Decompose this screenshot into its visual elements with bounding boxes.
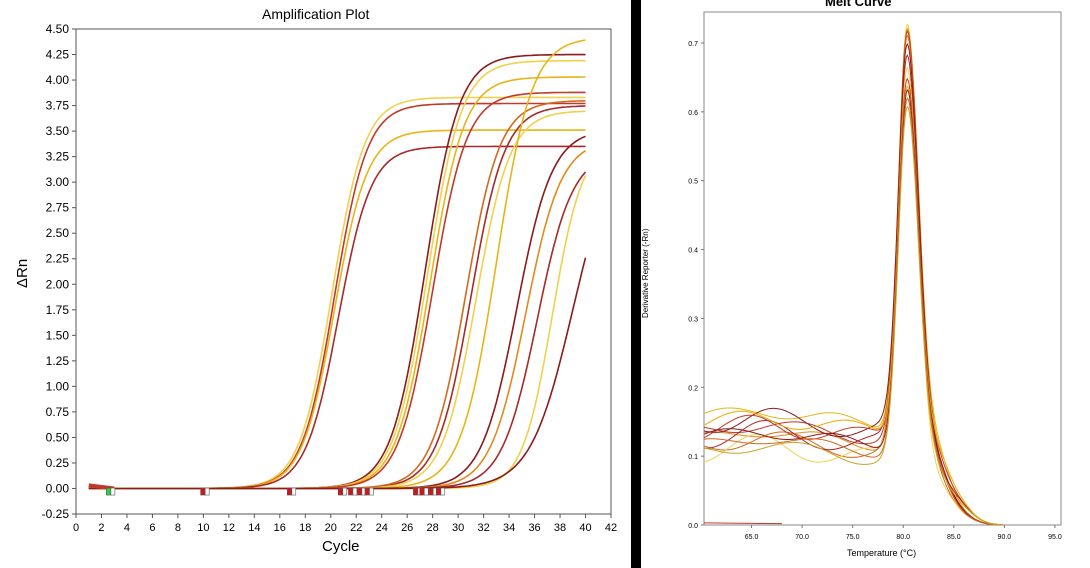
x-tick-label: 80.0 xyxy=(896,534,910,541)
y-tick-label: 4.50 xyxy=(46,22,70,36)
y-tick-label: 2.00 xyxy=(46,277,70,291)
amplification-plot-svg: 0 2 4 6 8 10 12 14 16 18 20 22 24 26 28 30 32 34 36 38 40 42-… xyxy=(42,22,617,534)
threshold-marker xyxy=(413,487,419,496)
threshold-marker xyxy=(419,487,425,496)
x-tick-label: 75.0 xyxy=(846,534,860,541)
x-tick-label: 6 xyxy=(149,522,155,534)
x-tick-label: 10 xyxy=(197,522,209,534)
y-tick-label: 4.00 xyxy=(46,73,70,87)
threshold-marker xyxy=(364,487,370,496)
x-tick-label: 20 xyxy=(325,522,337,534)
y-tick-label: 1.75 xyxy=(46,303,70,317)
plot-area xyxy=(75,28,612,515)
y-tick-label: 3.00 xyxy=(46,175,70,189)
threshold-marker-box xyxy=(423,487,429,496)
threshold-marker-box xyxy=(352,487,358,496)
x-tick-label: 28 xyxy=(427,522,439,534)
y-tick-label: 2.75 xyxy=(46,201,70,215)
y-tick-label: -0.25 xyxy=(42,507,70,521)
x-tick-label: 65.0 xyxy=(745,534,759,541)
y-tick-label: 0.6 xyxy=(688,110,698,117)
threshold-marker xyxy=(106,487,112,496)
x-tick-label: 34 xyxy=(503,522,515,534)
threshold-marker-box xyxy=(342,487,348,496)
threshold-marker-box xyxy=(110,487,116,496)
melt-curve xyxy=(704,54,1003,526)
y-tick-label: 1.50 xyxy=(46,328,70,342)
x-tick-label: 2 xyxy=(98,522,104,534)
y-tick-label: 0.3 xyxy=(688,316,698,323)
x-tick-label: 8 xyxy=(175,522,181,534)
melt-curve xyxy=(703,34,1003,526)
amplification-plot-title: Amplification Plot xyxy=(262,6,370,22)
x-tick-label: 32 xyxy=(477,522,489,534)
y-tick-label: 2.25 xyxy=(46,252,70,266)
threshold-marker-box xyxy=(291,487,297,496)
x-tick-label: 36 xyxy=(528,522,540,534)
y-tick-label: 4.25 xyxy=(46,48,70,62)
threshold-marker xyxy=(436,487,442,496)
melt-curve-panel: Melt Curve B Temperature (°C) Derivative… xyxy=(641,0,1090,568)
plot-area xyxy=(703,11,1062,526)
melt-curve xyxy=(703,97,1003,526)
y-tick-label: 3.25 xyxy=(46,150,70,164)
x-tick-label: 24 xyxy=(376,522,388,534)
y-tick-label: 0.75 xyxy=(46,405,70,419)
x-tick-label: 85.0 xyxy=(947,534,961,541)
x-tick-label: 4 xyxy=(124,522,130,534)
y-tick-label: 3.75 xyxy=(46,99,70,113)
y-tick-label: 0.00 xyxy=(46,481,70,495)
melt-baseline-remnant xyxy=(703,522,782,525)
y-tick-label: 0.25 xyxy=(46,456,70,470)
melt-curve-svg: 65.0 70.0 75.0 80.0 85.0 90.0 95.0 0.0 0.1 0.2 0.3… xyxy=(688,11,1062,541)
y-tick-label: 1.00 xyxy=(46,379,70,393)
threshold-marker-box xyxy=(440,487,446,496)
y-tick-label: 0.7 xyxy=(688,41,698,48)
x-tick-label: 12 xyxy=(223,522,235,534)
x-tick-label: 40 xyxy=(579,522,591,534)
threshold-marker xyxy=(200,487,206,496)
y-tick-label: 1.25 xyxy=(46,354,70,368)
melt-curve-title: Melt Curve xyxy=(825,0,892,9)
x-tick-label: 42 xyxy=(605,522,617,534)
threshold-marker xyxy=(357,487,363,496)
y-tick-label: 0.0 xyxy=(688,523,698,530)
threshold-marker-box xyxy=(204,487,210,496)
x-tick-label: 16 xyxy=(274,522,286,534)
threshold-marker xyxy=(337,487,344,496)
threshold-marker xyxy=(286,487,293,496)
y-tick-label: 0.5 xyxy=(688,179,698,186)
x-tick-label: 26 xyxy=(401,522,413,534)
x-tick-label: 30 xyxy=(452,522,464,534)
threshold-marker xyxy=(348,487,354,496)
y-tick-label: 0.50 xyxy=(46,430,70,444)
x-tick-label: 22 xyxy=(350,522,362,534)
y-tick-label: 3.50 xyxy=(46,124,70,138)
y-tick-label: 0.2 xyxy=(688,385,698,392)
melt-curve xyxy=(703,85,1003,526)
melt-x-axis-label: Temperature (°C) xyxy=(847,548,917,558)
amplification-x-axis-label: Cycle xyxy=(322,538,360,555)
x-tick-label: 18 xyxy=(299,522,311,534)
threshold-marker xyxy=(428,487,434,496)
x-tick-label: 90.0 xyxy=(998,534,1012,541)
melt-curve xyxy=(703,105,1003,526)
x-tick-label: 38 xyxy=(554,522,566,534)
melt-curve xyxy=(703,30,1003,526)
y-tick-label: 0.4 xyxy=(688,248,698,255)
x-tick-label: 95.0 xyxy=(1048,534,1062,541)
y-tick-label: 2.50 xyxy=(46,226,70,240)
x-tick-label: 0 xyxy=(73,522,79,534)
amplification-curve xyxy=(88,257,587,490)
x-tick-label: 14 xyxy=(248,522,260,534)
x-tick-label: 70.0 xyxy=(795,534,809,541)
y-tick-label: 0.1 xyxy=(688,454,698,461)
threshold-marker-box xyxy=(369,487,374,496)
amplification-plot-panel: Amplification Plot A Cycle ΔRn 024681012… xyxy=(0,0,631,568)
